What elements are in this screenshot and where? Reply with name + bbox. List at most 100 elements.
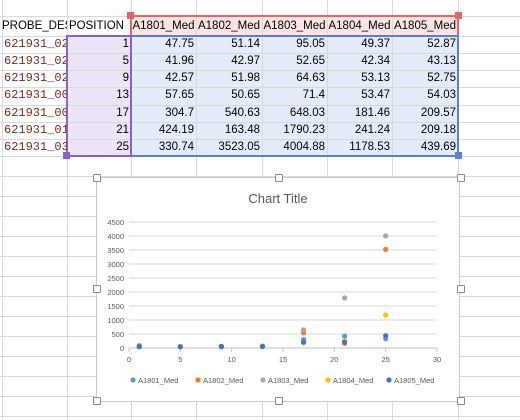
cell-position[interactable]: 17: [116, 106, 129, 119]
header-a1801[interactable]: A1801_Med: [132, 20, 195, 32]
header-a1804[interactable]: A1804_Med: [328, 20, 391, 32]
cell-a1804[interactable]: 42.34: [361, 55, 390, 68]
data-point-a1805-med: [342, 339, 348, 345]
data-point-a1803-med: [342, 295, 348, 301]
cell-a1803[interactable]: 1790.23: [283, 123, 325, 136]
cell-a1801[interactable]: 330.74: [158, 140, 194, 153]
cell-a1801[interactable]: 57.65: [165, 89, 194, 102]
header-a1805[interactable]: A1805_Med: [393, 20, 457, 32]
cell-position[interactable]: 5: [122, 55, 129, 68]
legend-label: A1801_Med: [138, 376, 178, 385]
data-point-a1804-med: [383, 312, 389, 318]
y-tick-label: 1500: [107, 302, 124, 311]
cell-a1801[interactable]: 41.96: [165, 55, 194, 68]
legend-marker: [325, 377, 331, 383]
series-names-highlight: [131, 16, 458, 36]
cell-a1805[interactable]: 439.69: [420, 140, 456, 153]
cell-position[interactable]: 1: [122, 38, 129, 50]
range-handle[interactable]: [455, 12, 462, 19]
x-tick-label: 15: [279, 355, 287, 364]
cell-probe[interactable]: 621931_02: [4, 37, 67, 51]
cell-a1802[interactable]: 51.98: [231, 72, 260, 85]
row-gridline: [0, 105, 520, 106]
cell-a1801[interactable]: 47.75: [165, 38, 194, 50]
cell-a1805[interactable]: 52.75: [427, 72, 456, 85]
data-point-a1803-med: [383, 233, 389, 239]
cell-a1803[interactable]: 95.05: [296, 38, 325, 50]
data-point-a1805-med: [300, 339, 307, 345]
cell-a1802[interactable]: 540.63: [224, 106, 260, 119]
cell-probe[interactable]: 621931_03: [4, 139, 67, 154]
cell-position[interactable]: 9: [122, 72, 129, 85]
cell-a1804[interactable]: 1178.53: [349, 140, 390, 153]
cell-a1804[interactable]: 49.37: [361, 38, 390, 50]
chart-resize-handle[interactable]: [93, 285, 101, 293]
y-tick-label: 500: [111, 330, 124, 339]
cell-position[interactable]: 21: [116, 123, 129, 136]
y-tick-label: 0: [120, 344, 124, 353]
chart-resize-handle[interactable]: [275, 174, 283, 182]
cell-probe[interactable]: 621931_02: [4, 71, 67, 86]
cell-a1805[interactable]: 209.18: [420, 123, 456, 136]
cell-a1804[interactable]: 53.47: [361, 89, 390, 102]
y-tick-label: 2000: [107, 288, 124, 297]
cell-probe[interactable]: 621931_00: [4, 88, 67, 103]
cell-a1803[interactable]: 71.4: [302, 89, 325, 102]
row-gridline: [0, 139, 520, 140]
scatter-chart: Chart Title 0 500 1000 1500 2000 2500 3000 3500 4…: [107, 191, 441, 385]
range-handle[interactable]: [127, 12, 134, 19]
series-name-range-border: [130, 15, 459, 37]
data-point-a1802-med: [383, 246, 389, 252]
row-gridline: [0, 416, 520, 417]
cell-a1805[interactable]: 43.13: [427, 55, 456, 68]
cell-a1804[interactable]: 181.46: [354, 106, 390, 119]
cell-a1802[interactable]: 3523.05: [218, 140, 260, 153]
data-point-a1805-med: [177, 344, 183, 350]
cell-a1802[interactable]: 42.97: [231, 55, 260, 68]
cell-a1803[interactable]: 4004.88: [283, 140, 325, 153]
row-gridline: [0, 70, 520, 71]
cell-a1805[interactable]: 54.03: [427, 89, 456, 102]
x-tick-label: 0: [127, 355, 131, 364]
data-point-a1801-med: [342, 333, 348, 339]
cell-a1805[interactable]: 52.87: [427, 38, 456, 50]
cell-a1803[interactable]: 52.65: [296, 55, 325, 68]
chart-resize-handle[interactable]: [457, 285, 465, 293]
legend-label: A1804_Med: [333, 376, 373, 385]
cell-probe[interactable]: 621931_02: [4, 54, 67, 69]
header-position[interactable]: POSITION: [69, 20, 124, 32]
chart-resize-handle[interactable]: [93, 174, 101, 182]
cell-a1804[interactable]: 241.24: [354, 123, 390, 136]
cell-a1801[interactable]: 424.19: [158, 123, 194, 136]
cell-a1803[interactable]: 648.03: [289, 106, 325, 119]
cell-a1801[interactable]: 304.7: [165, 106, 194, 119]
chart-resize-handle[interactable]: [275, 397, 283, 405]
header-probe[interactable]: PROBE_DES: [2, 20, 67, 32]
cell-a1803[interactable]: 64.63: [296, 72, 325, 85]
row-gridline: [0, 122, 520, 123]
cell-a1804[interactable]: 53.13: [361, 72, 390, 85]
cell-a1802[interactable]: 51.14: [231, 38, 260, 50]
cell-a1802[interactable]: 50.65: [231, 89, 260, 102]
range-handle[interactable]: [63, 152, 70, 159]
cell-a1801[interactable]: 42.57: [165, 72, 194, 85]
row-gridline: [0, 87, 520, 88]
data-point-a1805-med: [136, 343, 142, 350]
cell-probe[interactable]: 621931_00: [4, 105, 67, 120]
chart-object[interactable]: Chart Title 0 500 1000 1500 2000 2500 3000 3500 4…: [93, 174, 465, 405]
header-a1803[interactable]: A1803_Med: [263, 20, 326, 32]
cell-a1805[interactable]: 209.57: [420, 106, 456, 119]
header-a1802[interactable]: A1802_Med: [197, 20, 261, 32]
chart-resize-handle[interactable]: [93, 397, 101, 405]
y-tick-label: 3000: [107, 260, 124, 269]
cell-position[interactable]: 13: [116, 89, 129, 102]
cell-position[interactable]: 25: [116, 140, 129, 153]
cell-probe[interactable]: 621931_01: [4, 122, 67, 137]
data-point-a1805-med: [218, 343, 224, 350]
range-handle[interactable]: [455, 152, 462, 159]
cell-a1802[interactable]: 163.48: [224, 123, 260, 136]
chart-resize-handle[interactable]: [457, 397, 465, 405]
row-gridline: [0, 53, 520, 54]
legend-marker: [130, 377, 136, 383]
chart-resize-handle[interactable]: [457, 174, 465, 182]
